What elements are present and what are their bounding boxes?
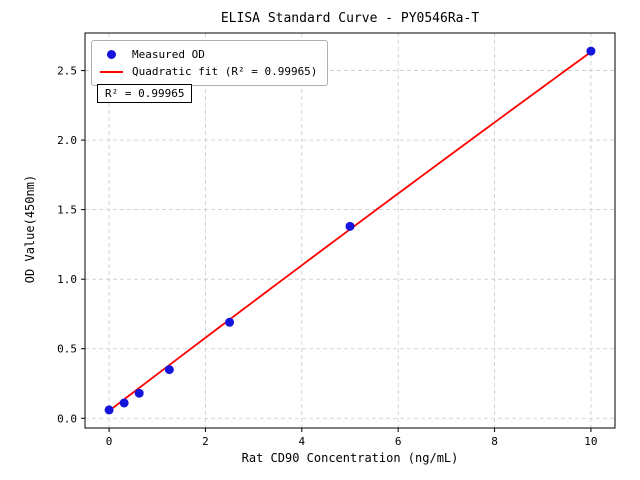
plot-border <box>84 32 616 429</box>
legend-item-measured-od: Measured OD <box>100 46 317 63</box>
chart-title: ELISA Standard Curve - PY0546Ra-T <box>220 11 480 26</box>
legend-label-quadratic-fit: Quadratic fit (R² = 0.99965) <box>132 65 318 78</box>
x-tick-label: 4 <box>299 435 306 448</box>
measured-od-point <box>104 405 114 415</box>
y-tick-label: 0.5 <box>57 343 77 356</box>
quadratic-fit-line <box>108 51 592 412</box>
measured-od-point <box>225 317 235 327</box>
y-tick-label: 2.0 <box>57 134 77 147</box>
legend-label-measured-od: Measured OD <box>132 48 205 61</box>
legend: Measured OD Quadratic fit (R² = 0.99965) <box>91 40 329 86</box>
scatter-marker-icon <box>107 50 116 59</box>
measured-od-point <box>586 46 596 56</box>
x-axis-label: Rat CD90 Concentration (ng/mL) <box>241 451 459 465</box>
legend-item-quadratic-fit: Quadratic fit (R² = 0.99965) <box>100 63 317 80</box>
y-tick-label: 1.5 <box>57 204 77 217</box>
measured-od-point <box>134 388 144 398</box>
measured-od-point <box>345 221 355 231</box>
x-tick-label: 6 <box>395 435 402 448</box>
y-tick-label: 1.0 <box>57 273 77 286</box>
measured-od-point <box>119 398 129 408</box>
x-tick-label: 8 <box>491 435 498 448</box>
r-squared-annotation: R² = 0.99965 <box>97 84 193 103</box>
x-tick-label: 10 <box>584 435 597 448</box>
line-marker-icon <box>100 70 123 73</box>
y-tick-label: 0.0 <box>57 412 77 425</box>
y-tick-label: 2.5 <box>57 65 77 78</box>
y-axis-label: OD Value(450nm) <box>23 174 37 284</box>
x-tick-label: 0 <box>106 435 113 448</box>
x-tick-label: 2 <box>202 435 209 448</box>
measured-od-point <box>164 365 174 375</box>
